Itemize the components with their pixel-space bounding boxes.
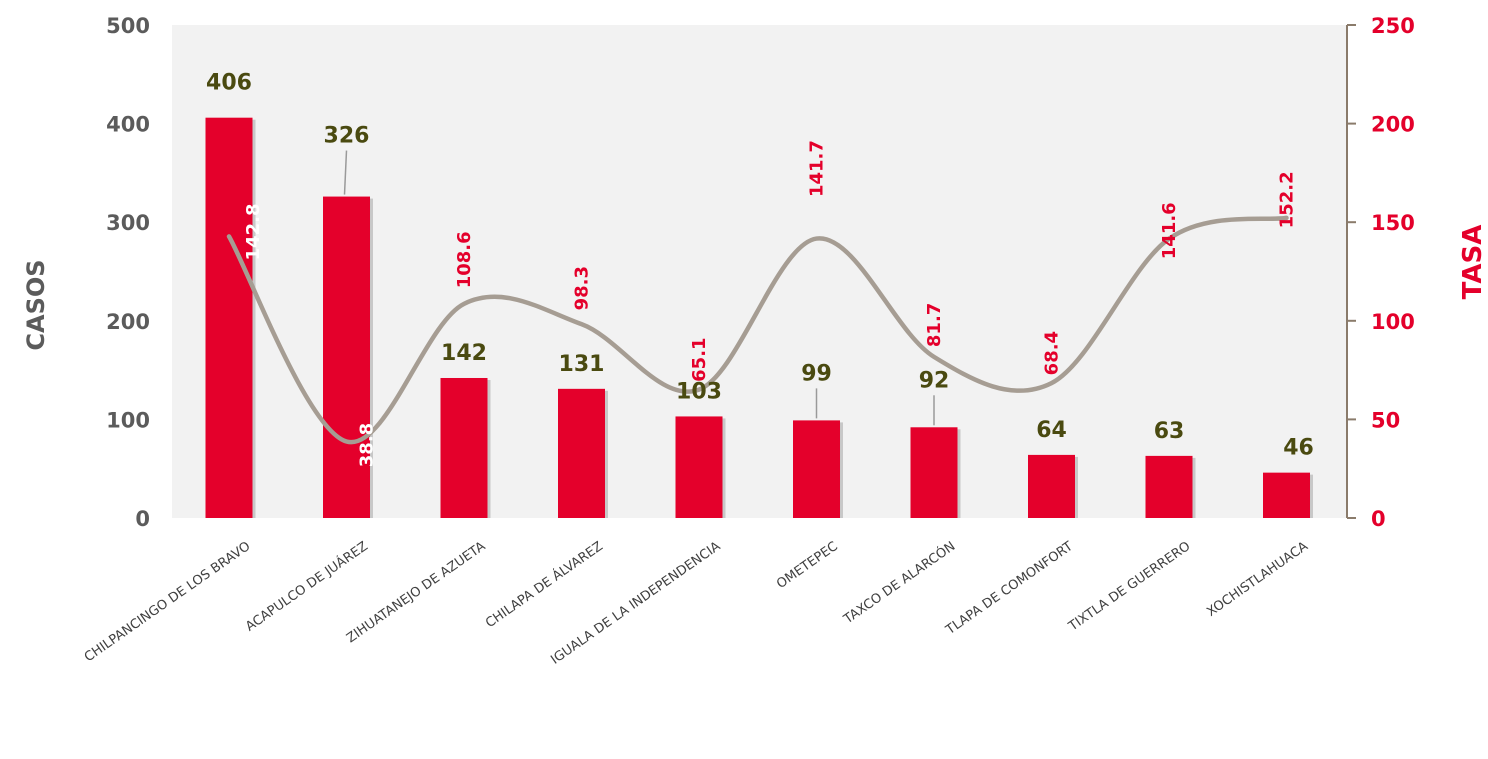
bar <box>205 117 253 519</box>
bar <box>1028 454 1075 518</box>
line-data-label: 141.7 <box>807 140 828 197</box>
y2-tick-label: 0 <box>1371 507 1386 531</box>
line-data-label: 68.4 <box>1042 331 1063 375</box>
line-data-label: 81.7 <box>924 303 945 347</box>
left-axis-ticks: 0 100 200 300 400 500 <box>106 14 150 531</box>
bar <box>440 377 488 518</box>
category-label: ACAPULCO DE JUÁREZ <box>242 538 370 635</box>
y-tick-label: 400 <box>106 113 150 137</box>
right-axis-ticks: 0 50 100 150 200 250 <box>1347 14 1415 531</box>
y2-tick-label: 50 <box>1371 408 1400 432</box>
y-tick-label: 200 <box>106 310 150 334</box>
line-data-label: 38.8 <box>357 423 378 467</box>
bar-data-label: 99 <box>801 361 832 386</box>
category-label: CHILAPA DE ÁLVAREZ <box>482 538 605 631</box>
category-label: TLAPA DE COMONFORT <box>943 539 1076 638</box>
bar <box>558 388 605 518</box>
bar-data-label: 64 <box>1036 418 1067 443</box>
leader-line <box>343 150 348 195</box>
bar-data-label: 63 <box>1154 419 1185 444</box>
y-tick-label: 0 <box>135 507 150 531</box>
bar-series <box>205 117 1313 519</box>
line-data-label: 65.1 <box>689 337 710 381</box>
bar <box>675 416 723 518</box>
bar <box>793 420 840 518</box>
bar <box>1145 455 1193 518</box>
category-label: ZIHUATANEJO DE AZUETA <box>344 539 488 646</box>
category-label: TIXTLA DE GUERRERO <box>1065 539 1193 635</box>
category-label: XOCHISTLAHUACA <box>1204 539 1311 620</box>
y2-tick-label: 250 <box>1371 14 1415 38</box>
bar-data-label: 406 <box>206 71 252 96</box>
category-label: OMETEPEC <box>774 539 841 592</box>
bar-data-label: 131 <box>559 352 605 377</box>
line-data-label: 152.2 <box>1277 171 1298 228</box>
bar-data-labels: 406 326 142 131 103 99 92 64 63 46 <box>206 71 1314 461</box>
y2-axis-title: TASA <box>1458 225 1488 300</box>
line-data-label: 98.3 <box>572 266 593 310</box>
y-axis-title: CASOS <box>22 259 50 350</box>
y-tick-label: 300 <box>106 211 150 235</box>
rate-line <box>226 215 1289 445</box>
bar-data-label: 103 <box>676 379 722 404</box>
bar <box>910 427 958 518</box>
line-data-labels: 142.8 38.8 108.6 98.3 65.1 141.7 81.7 68.4 141.6… <box>243 140 1298 467</box>
label-leader-lines <box>343 150 935 426</box>
y-tick-label: 100 <box>106 408 150 432</box>
line-data-label: 141.6 <box>1159 202 1180 259</box>
bar <box>323 196 370 518</box>
bar <box>1263 472 1310 518</box>
bar-data-label: 326 <box>324 124 370 149</box>
category-label: TAXCO DE ALARCÓN <box>840 538 958 628</box>
y2-tick-label: 150 <box>1371 211 1415 235</box>
line-data-label: 108.6 <box>454 231 475 288</box>
bar-data-label: 92 <box>919 368 950 393</box>
y-tick-label: 500 <box>106 14 150 38</box>
y2-tick-label: 200 <box>1371 113 1415 137</box>
bar-data-label: 142 <box>441 341 487 366</box>
category-label: CHILPANCINGO DE LOS BRAVO <box>82 539 253 665</box>
y2-tick-label: 100 <box>1371 310 1415 334</box>
line-data-label: 142.8 <box>243 204 264 261</box>
bar-data-label: 46 <box>1283 436 1314 461</box>
